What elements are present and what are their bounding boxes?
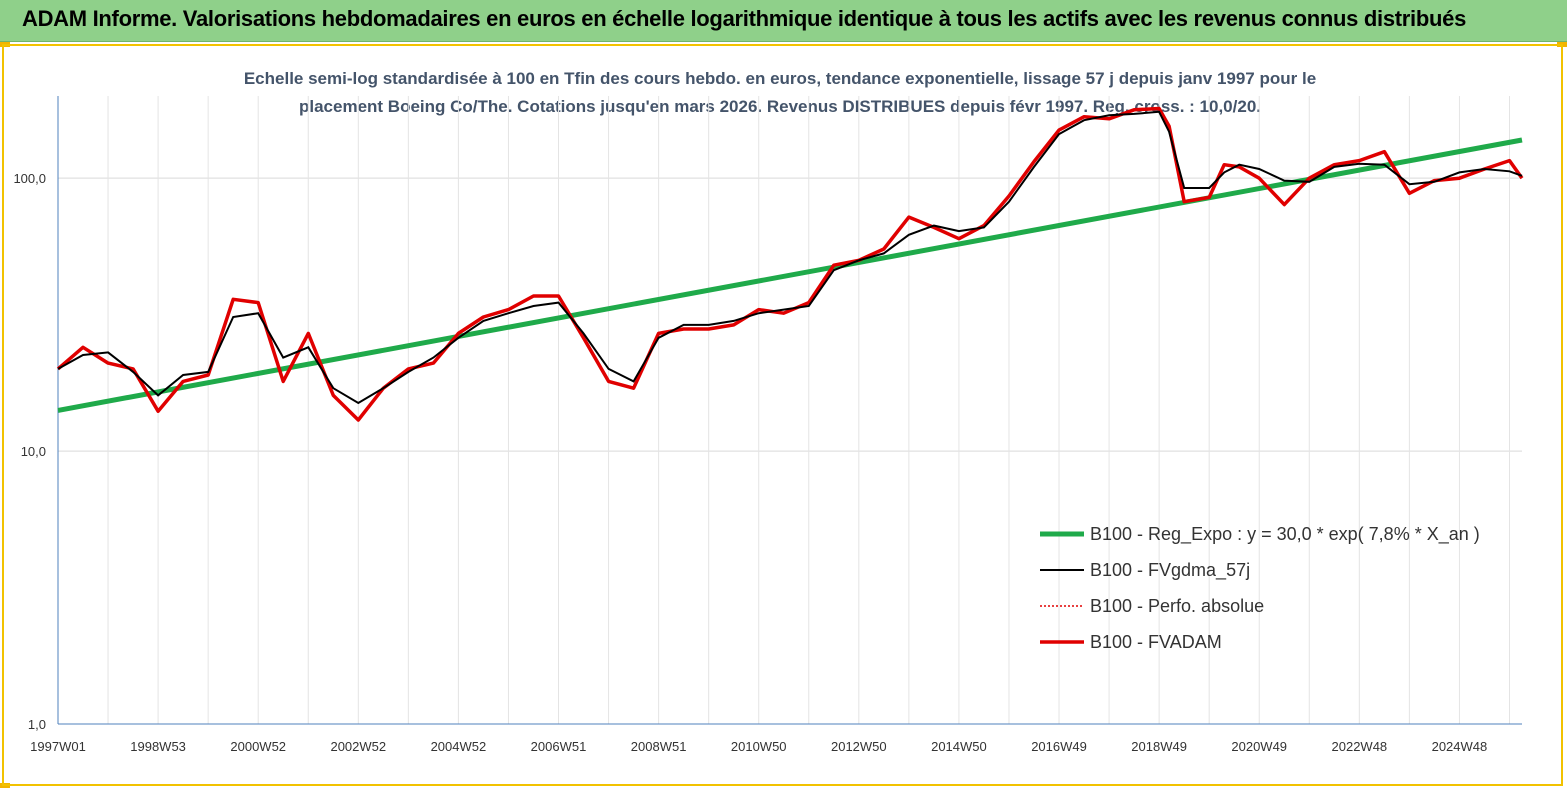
x-tick-label: 2012W50 — [831, 739, 887, 754]
x-tick-label: 2008W51 — [631, 739, 687, 754]
legend-label: B100 - Perfo. absolue — [1090, 596, 1264, 616]
x-tick-label: 2002W52 — [330, 739, 386, 754]
chart-subtitle-line2: placement Boeing Co/The. Cotations jusqu… — [299, 97, 1261, 116]
x-tick-label: 2016W49 — [1031, 739, 1087, 754]
x-tick-label: 2022W48 — [1332, 739, 1388, 754]
x-tick-label: 1998W53 — [130, 739, 186, 754]
series-line-thick-red — [56, 106, 1524, 422]
x-tick-label: 2020W49 — [1231, 739, 1287, 754]
series-layer — [56, 106, 1524, 422]
y-tick-label: 100,0 — [13, 171, 46, 186]
x-tick-label: 1997W01 — [30, 739, 86, 754]
chart-frame — [2, 44, 1563, 786]
x-tick-label: 2014W50 — [931, 739, 987, 754]
series-line-thick-green — [57, 137, 1523, 413]
report-banner: ADAM Informe. Valorisations hebdomadaire… — [0, 0, 1567, 42]
grid-lines — [57, 96, 1522, 725]
legend-label: B100 - Reg_Expo : y = 30,0 * exp( 7,8% *… — [1090, 524, 1480, 545]
x-tick-label: 2000W52 — [230, 739, 286, 754]
x-tick-label: 2006W51 — [531, 739, 587, 754]
legend-label: B100 - FVADAM — [1090, 632, 1222, 652]
legend-label: B100 - FVgdma_57j — [1090, 560, 1250, 581]
legend: B100 - Reg_Expo : y = 30,0 * exp( 7,8% *… — [1040, 524, 1480, 652]
y-tick-label: 1,0 — [28, 717, 46, 732]
report-title: ADAM Informe. Valorisations hebdomadaire… — [22, 6, 1467, 31]
chart-subtitle-line1: Echelle semi-log standardisée à 100 en T… — [244, 69, 1316, 88]
x-tick-label: 2024W48 — [1432, 739, 1488, 754]
axes: 1,0 10,0 100,0 1997W01 1998W53 2000W52 2002W52… — [13, 96, 1522, 754]
x-tick-label: 2018W49 — [1131, 739, 1187, 754]
x-tick-label: 2010W50 — [731, 739, 787, 754]
x-tick-label: 2004W52 — [431, 739, 487, 754]
series-line-thin-black — [57, 110, 1523, 405]
y-tick-label: 10,0 — [21, 444, 46, 459]
